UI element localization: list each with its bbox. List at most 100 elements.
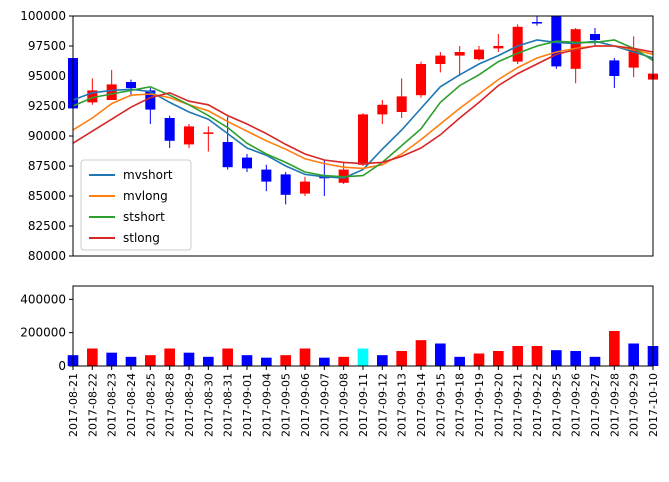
candle-body [396, 96, 407, 112]
x-tick-label: 2017-10-10 [647, 373, 660, 437]
candle-body [164, 118, 175, 141]
x-tick-label: 2017-09-20 [492, 373, 505, 437]
candle-body [589, 34, 601, 40]
volume-bar [319, 357, 330, 366]
x-tick-label: 2017-08-28 [164, 373, 177, 437]
volume-bar [280, 355, 291, 366]
candle-body [512, 26, 523, 62]
volume-bar [338, 356, 349, 366]
volume-panel: 0 200000 400000 2017-08-21 2017-08-22 2017-08… [20, 285, 660, 437]
volume-bar [261, 357, 272, 366]
volume-y-tick-label: 200000 [20, 326, 66, 340]
volume-bar [222, 348, 233, 366]
volume-y-tick-label: 400000 [20, 292, 66, 306]
x-tick-label: 2017-09-19 [473, 373, 486, 437]
candle-body [473, 49, 485, 60]
price-y-tick-label: 82500 [28, 219, 66, 233]
x-tick-label: 2017-09-28 [608, 373, 621, 437]
x-tick-label: 2017-09-08 [338, 373, 351, 437]
candle-body [222, 142, 233, 168]
candle-body [357, 114, 369, 165]
candle-body [145, 90, 156, 110]
x-tick-label: 2017-09-27 [589, 373, 602, 437]
volume-bar [396, 351, 407, 366]
volume-bar [609, 331, 620, 366]
price-axes-frame [72, 15, 654, 257]
volume-bar [125, 356, 137, 366]
x-tick-label: 2017-08-24 [125, 373, 138, 437]
x-tick-label: 2017-09-25 [550, 373, 563, 437]
x-tick-label: 2017-09-22 [531, 373, 544, 437]
legend-box [80, 159, 192, 251]
volume-bar [551, 350, 562, 366]
volume-bar [570, 351, 581, 366]
candle-body [125, 82, 137, 88]
series-line-stshort [72, 39, 654, 178]
price-y-tick-label: 97500 [28, 39, 66, 53]
x-tick-label: 2017-09-07 [318, 373, 331, 437]
legend-label-mvlong: mvlong [123, 189, 168, 203]
candle-body [415, 64, 427, 96]
volume-bar [106, 352, 117, 366]
candle-body [106, 84, 117, 100]
series-line-mvlong [72, 45, 654, 170]
price-y-tick-label: 95000 [28, 69, 66, 83]
x-tick-label: 2017-09-13 [396, 373, 409, 437]
candle-body [280, 174, 291, 195]
price-y-tick-label: 85000 [28, 189, 66, 203]
candle-body [87, 90, 98, 103]
volume-bar [628, 343, 639, 366]
candle-body [261, 169, 272, 182]
volume-bar [183, 352, 195, 366]
volume-bar [473, 353, 485, 366]
x-tick-label: 2017-08-21 [67, 373, 80, 437]
x-tick-label: 2017-09-06 [299, 373, 312, 437]
volume-bar [87, 348, 98, 366]
x-tick-label: 2017-09-15 [434, 373, 447, 437]
candle-body [203, 132, 214, 134]
series-line-stlong [72, 45, 654, 165]
volume-bar [299, 348, 311, 366]
price-y-tick-label: 100000 [20, 9, 66, 23]
legend-label-stlong: stlong [123, 231, 160, 245]
candle-body [377, 104, 388, 115]
x-tick-label: 2017-09-18 [454, 373, 467, 437]
x-tick-label: 2017-08-30 [202, 373, 215, 437]
volume-bar [377, 355, 388, 366]
x-tick-label: 2017-08-22 [86, 373, 99, 437]
x-tick-label: 2017-09-12 [376, 373, 389, 437]
volume-bar [164, 348, 175, 366]
series-line-mvshort [72, 39, 654, 179]
volume-bar [589, 356, 601, 366]
volume-bar [241, 355, 253, 366]
volume-bar [512, 346, 523, 366]
x-tick-label: 2017-09-01 [241, 373, 254, 437]
volume-bar [203, 356, 214, 366]
x-tick-label: 2017-09-05 [280, 373, 293, 437]
candle-body [493, 46, 504, 49]
legend-label-stshort: stshort [123, 210, 165, 224]
x-tick-label: 2017-09-26 [570, 373, 583, 437]
price-y-tick-label: 90000 [28, 129, 66, 143]
x-tick-label: 2017-08-25 [144, 373, 157, 437]
volume-bar [435, 343, 446, 366]
x-tick-label: 2017-09-21 [512, 373, 525, 437]
volume-y-tick-label: 0 [58, 359, 66, 373]
x-tick-label: 2017-09-04 [260, 373, 273, 437]
price-y-tick-label: 87500 [28, 159, 66, 173]
x-tick-label: 2017-08-31 [222, 373, 235, 437]
price-y-tick-label: 92500 [28, 99, 66, 113]
x-tick-label: 2017-08-23 [106, 373, 119, 437]
x-tick-label: 2017-09-29 [628, 373, 641, 437]
volume-bar [357, 348, 369, 366]
volume-bar [531, 346, 543, 366]
price-panel: 80000 82500 85000 87500 90000 92500 95000 97500… [20, 9, 659, 263]
candle-body [299, 181, 311, 194]
volume-bar [415, 340, 427, 366]
candle-body [435, 55, 446, 64]
price-y-tick-label: 80000 [28, 249, 66, 263]
x-tick-label: 2017-09-11 [357, 373, 370, 437]
x-tick-label: 2017-08-29 [183, 373, 196, 437]
candle-body [241, 157, 253, 169]
